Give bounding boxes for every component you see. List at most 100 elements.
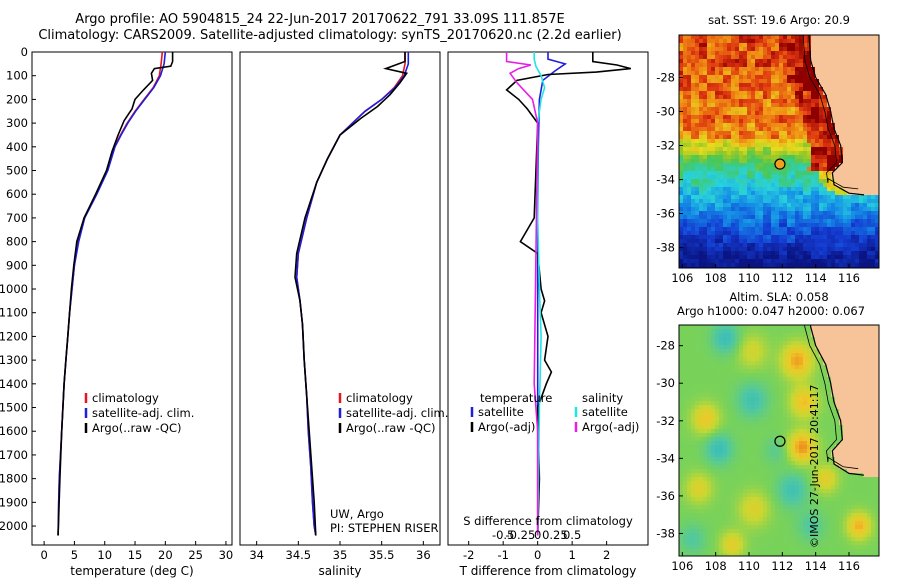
temperature-axis-label: temperature (deg C) bbox=[70, 564, 193, 578]
sst-lon-tick-label: 114 bbox=[805, 271, 827, 285]
series-line-difference-0 bbox=[536, 52, 568, 536]
sst-lon-tick-label: 108 bbox=[705, 271, 727, 285]
depth-tick-label: 1900 bbox=[0, 495, 28, 509]
sst-lon-tick-label: 112 bbox=[771, 271, 793, 285]
series-line-temperature-2 bbox=[57, 52, 174, 536]
salinity-tick-label: 35 bbox=[333, 548, 348, 562]
difference-legend-item: satellite bbox=[582, 405, 628, 419]
salinity-panel bbox=[239, 51, 441, 546]
depth-tick-label: 1700 bbox=[0, 448, 28, 462]
sdiff-tick-label: 0.25 bbox=[542, 528, 568, 542]
sst-lon-tick-label: 110 bbox=[738, 271, 760, 285]
depth-tick-label: 100 bbox=[6, 69, 28, 83]
tdiff-tick-label: 1 bbox=[568, 548, 575, 562]
sla-lon-tick-label: 112 bbox=[771, 559, 793, 573]
sdiff-tick-label: -0.5 bbox=[492, 528, 514, 542]
tdiff-tick-label: -2 bbox=[463, 548, 474, 562]
salinity-axis-label: salinity bbox=[318, 564, 361, 578]
depth-tick-label: 0 bbox=[21, 45, 28, 59]
depth-tick-label: 700 bbox=[6, 211, 28, 225]
sdiff-tick-label: 0 bbox=[534, 528, 541, 542]
salinity-legend-item: climatology bbox=[346, 391, 413, 405]
series-line-difference-1 bbox=[505, 52, 632, 536]
sla-map-title: Altim. SLA: 0.058 bbox=[729, 290, 828, 304]
temperature-legend-item: satellite-adj. clim. bbox=[92, 406, 194, 420]
tdiff-tick-label: 2 bbox=[603, 548, 610, 562]
depth-tick-label: 600 bbox=[6, 187, 28, 201]
argo-position-marker bbox=[774, 435, 786, 447]
sla-lon-tick-label: 114 bbox=[805, 559, 827, 573]
sst-lon-tick-label: 106 bbox=[671, 271, 693, 285]
salinity-legend-item: satellite-adj. clim. bbox=[346, 406, 448, 420]
sst-coastline bbox=[808, 35, 865, 196]
depth-tick-label: 1600 bbox=[0, 424, 28, 438]
temperature-legend-item: climatology bbox=[92, 391, 159, 405]
sdiff-axis-label: S difference from climatology bbox=[463, 514, 633, 528]
sla-lon-tick-label: 116 bbox=[838, 559, 860, 573]
sla-lat-tick-label: -30 bbox=[656, 376, 675, 390]
depth-tick-label: 1300 bbox=[0, 353, 28, 367]
difference-legend-header: temperature bbox=[480, 391, 552, 405]
difference-legend-item: satellite bbox=[478, 405, 524, 419]
depth-tick-label: 400 bbox=[6, 140, 28, 154]
difference-panel bbox=[447, 51, 649, 546]
salinity-tick-label: 34 bbox=[249, 548, 264, 562]
depth-tick-label: 1000 bbox=[0, 282, 28, 296]
depth-tick-label: 1400 bbox=[0, 377, 28, 391]
sla-shelf-line bbox=[804, 325, 859, 470]
salinity-tick-label: 34.5 bbox=[286, 548, 312, 562]
sla-lon-tick-label: 108 bbox=[705, 559, 727, 573]
sla-map-subtitle: Argo h1000: 0.047 h2000: 0.067 bbox=[677, 304, 865, 318]
series-line-salinity-2 bbox=[294, 52, 409, 536]
sla-map-cells bbox=[679, 325, 879, 556]
series-line-difference-3 bbox=[505, 52, 539, 536]
series-line-salinity-1 bbox=[295, 52, 410, 536]
copyright-stamp: ©IMOS 27-Jun-2017 20:41:17 bbox=[808, 384, 821, 548]
sst-shelf-line bbox=[802, 35, 859, 190]
sdiff-tick-label: -0.25 bbox=[506, 528, 536, 542]
sla-lat-tick-label: -32 bbox=[656, 414, 675, 428]
temperature-tick-label: 20 bbox=[158, 548, 173, 562]
series-line-difference-2 bbox=[533, 52, 546, 536]
sla-lat-tick-label: -34 bbox=[656, 451, 675, 465]
sst-map-frame bbox=[678, 34, 880, 269]
temperature-tick-label: 30 bbox=[219, 548, 234, 562]
sla-lat-tick-label: -38 bbox=[656, 526, 675, 540]
depth-tick-label: 900 bbox=[6, 258, 28, 272]
sst-lat-tick-label: -38 bbox=[656, 241, 675, 255]
difference-legend-item: Argo(-adj) bbox=[478, 420, 535, 434]
sst-lat-tick-label: -32 bbox=[656, 139, 675, 153]
difference-legend-header: salinity bbox=[582, 391, 623, 405]
temperature-tick-label: 15 bbox=[128, 548, 143, 562]
sla-coastline bbox=[810, 325, 865, 476]
sla-map-frame bbox=[678, 324, 880, 557]
temperature-legend-item: Argo(..raw -QC) bbox=[92, 421, 182, 435]
salinity-legend-item: Argo(..raw -QC) bbox=[346, 421, 436, 435]
sla-lat-tick-label: -36 bbox=[656, 489, 675, 503]
salinity-annotation: PI: STEPHEN RISER bbox=[330, 521, 439, 535]
temperature-panel bbox=[31, 51, 233, 546]
sla-lon-tick-label: 110 bbox=[738, 559, 760, 573]
depth-tick-label: 500 bbox=[6, 164, 28, 178]
salinity-tick-label: 36 bbox=[416, 548, 431, 562]
temperature-tick-label: 25 bbox=[188, 548, 203, 562]
sst-map-cells bbox=[679, 35, 879, 268]
sdiff-tick-label: 0.5 bbox=[563, 528, 581, 542]
salinity-tick-label: 35.5 bbox=[369, 548, 395, 562]
argo-position-marker bbox=[774, 158, 786, 170]
depth-tick-label: 1200 bbox=[0, 329, 28, 343]
sla-lat-tick-label: -28 bbox=[656, 339, 675, 353]
depth-tick-label: 1100 bbox=[0, 306, 28, 320]
temperature-tick-label: 5 bbox=[71, 548, 78, 562]
depth-tick-label: 300 bbox=[6, 116, 28, 130]
sst-map-title: sat. SST: 19.6 Argo: 20.9 bbox=[708, 13, 850, 27]
depth-tick-label: 1800 bbox=[0, 472, 28, 486]
sla-lon-tick-label: 106 bbox=[671, 559, 693, 573]
temperature-tick-label: 0 bbox=[40, 548, 47, 562]
sst-lat-tick-label: -34 bbox=[656, 173, 675, 187]
sst-lat-tick-label: -36 bbox=[656, 207, 675, 221]
tdiff-tick-label: -1 bbox=[497, 548, 508, 562]
difference-legend-item: Argo(-adj) bbox=[582, 420, 639, 434]
tdiff-axis-label: T difference from climatology bbox=[459, 564, 637, 578]
